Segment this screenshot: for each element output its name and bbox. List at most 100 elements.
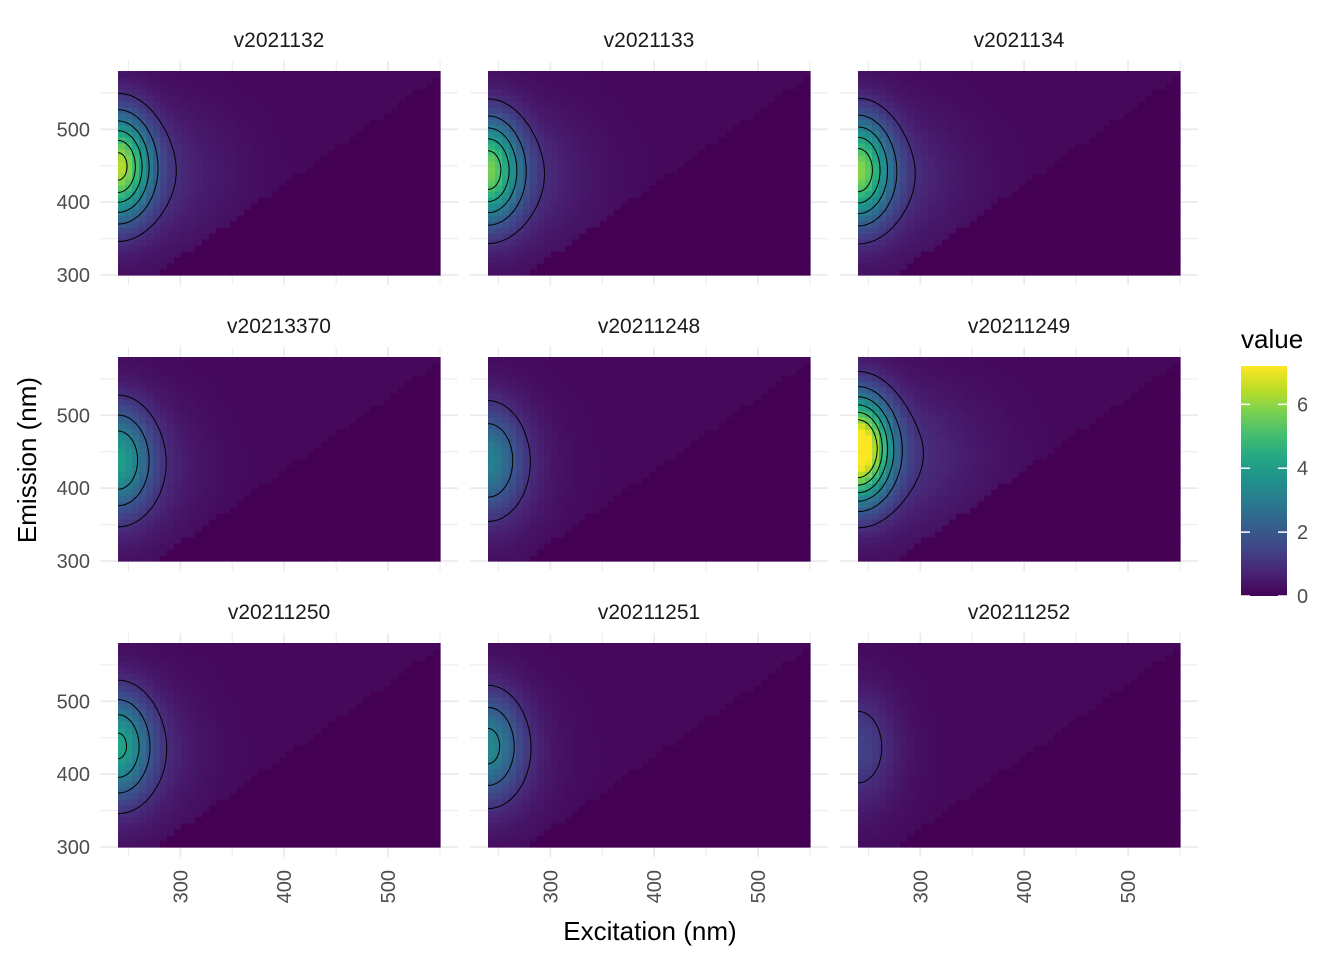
heat-cell <box>188 101 196 108</box>
heat-cell <box>132 549 140 556</box>
heat-cell <box>237 149 245 156</box>
heat-cell <box>942 257 950 264</box>
heat-cell <box>740 263 748 270</box>
heat-cell <box>160 263 168 270</box>
heat-cell <box>1173 119 1181 126</box>
heat-cell <box>1026 215 1034 222</box>
heat-cell <box>649 101 657 108</box>
heat-cell <box>502 95 510 102</box>
heat-cell <box>237 89 245 96</box>
heat-cell <box>984 83 992 90</box>
heat-cell <box>174 191 182 198</box>
heat-cell <box>300 167 308 174</box>
heat-cell <box>1075 173 1083 180</box>
heat-cell <box>663 101 671 108</box>
heat-cell <box>614 245 622 252</box>
heat-cell <box>768 257 776 264</box>
heat-cell <box>551 269 559 276</box>
heat-cell <box>858 107 866 114</box>
heat-cell <box>167 447 175 454</box>
heat-cell <box>970 161 978 168</box>
heat-cell <box>956 149 964 156</box>
heat-cell <box>153 363 161 370</box>
heat-cell <box>384 83 392 90</box>
heat-cell <box>726 149 734 156</box>
heat-cell <box>509 167 517 174</box>
heat-cell <box>663 185 671 192</box>
heat-cell <box>251 185 259 192</box>
heat-cell <box>502 131 510 138</box>
heat-cell <box>621 77 629 84</box>
heat-cell <box>1145 191 1153 198</box>
heat-cell <box>858 71 866 78</box>
heat-cell <box>1047 203 1055 210</box>
heat-cell <box>712 143 720 150</box>
heat-cell <box>628 185 636 192</box>
heat-cell <box>181 149 189 156</box>
heat-cell <box>928 77 936 84</box>
heat-cell <box>803 209 811 216</box>
heat-cell <box>551 203 559 210</box>
heat-cell <box>335 251 343 258</box>
heat-cell <box>1005 233 1013 240</box>
heat-cell <box>251 245 259 252</box>
heat-cell <box>349 257 357 264</box>
heat-cell <box>335 185 343 192</box>
heat-cell <box>349 215 357 222</box>
heat-cell <box>251 95 259 102</box>
heat-cell <box>1026 191 1034 198</box>
heat-cell <box>698 167 706 174</box>
heat-cell <box>202 89 210 96</box>
heat-cell <box>628 149 636 156</box>
heat-cell <box>488 131 496 138</box>
heat-cell <box>1005 71 1013 78</box>
heat-cell <box>963 221 971 228</box>
heat-cell <box>684 119 692 126</box>
heat-cell <box>237 245 245 252</box>
heat-cell <box>670 113 678 120</box>
heat-cell <box>551 221 559 228</box>
heat-cell <box>670 203 678 210</box>
heat-cell <box>1138 149 1146 156</box>
heat-cell <box>188 239 196 246</box>
heat-cell <box>963 245 971 252</box>
heat-cell <box>426 173 434 180</box>
heat-cell <box>558 149 566 156</box>
heat-cell <box>1068 185 1076 192</box>
heat-cell <box>132 537 140 544</box>
heat-cell <box>656 227 664 234</box>
heat-cell <box>607 245 615 252</box>
heat-cell <box>349 149 357 156</box>
heat-cell <box>768 161 776 168</box>
heat-cell <box>265 101 273 108</box>
heat-cell <box>412 263 420 270</box>
heat-cell <box>991 95 999 102</box>
heat-cell <box>314 179 322 186</box>
heat-cell <box>572 191 580 198</box>
heat-cell <box>670 185 678 192</box>
heat-cell <box>502 89 510 96</box>
heat-cell <box>502 233 510 240</box>
heat-cell <box>153 125 161 132</box>
heat-cell <box>307 245 315 252</box>
heat-cell <box>698 155 706 162</box>
heat-cell <box>712 155 720 162</box>
heat-cell <box>635 257 643 264</box>
heat-cell <box>600 119 608 126</box>
heat-cell <box>726 239 734 246</box>
heat-cell <box>921 149 929 156</box>
heat-cell <box>796 269 804 276</box>
heat-cell <box>858 149 866 156</box>
heat-cell <box>146 519 154 526</box>
heat-cell <box>537 227 545 234</box>
heat-cell <box>1082 209 1090 216</box>
heat-cell <box>160 131 168 138</box>
heat-cell <box>509 251 517 258</box>
heat-cell <box>251 149 259 156</box>
heat-cell <box>872 215 880 222</box>
heat-cell <box>684 269 692 276</box>
heat-cell <box>286 101 294 108</box>
heat-cell <box>1082 149 1090 156</box>
heat-cell <box>1040 131 1048 138</box>
heat-cell <box>775 125 783 132</box>
